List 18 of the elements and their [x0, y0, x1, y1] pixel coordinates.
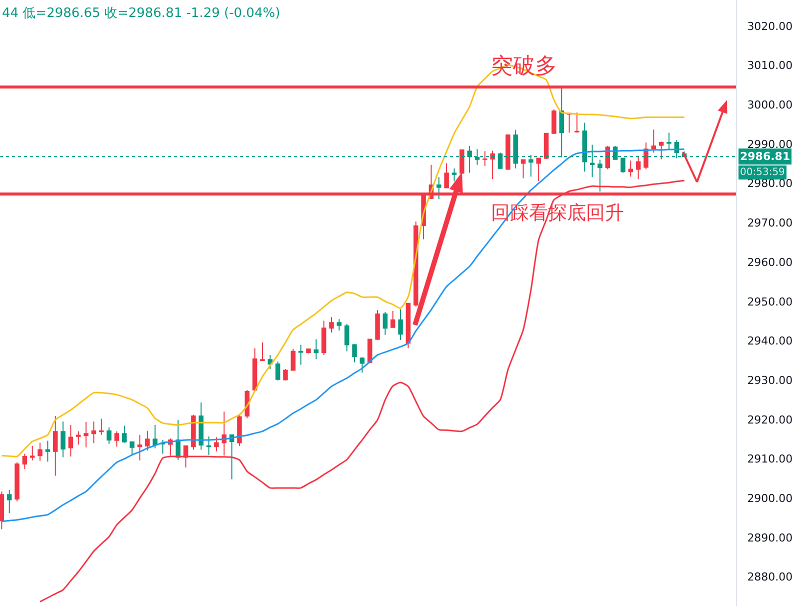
ref-line-label: 2986.81 — [740, 150, 790, 163]
y-tick-label: 2970.00 — [747, 216, 793, 230]
y-tick-label: 2880.00 — [747, 570, 793, 584]
y-tick-label: 3000.00 — [747, 98, 793, 112]
annotation: 44 低=2986.65 收=2986.81 -1.29 (-0.04%) — [2, 6, 280, 21]
y-tick-label: 2930.00 — [747, 374, 793, 387]
y-tick-label: 2910.00 — [747, 452, 793, 466]
y-tick-label: 3010.00 — [747, 59, 793, 72]
y-tick-label: 2920.00 — [747, 413, 793, 426]
y-tick-label: 3020.00 — [747, 20, 793, 33]
y-tick-label: 2990.00 — [747, 138, 793, 151]
ref-line-label: 回踩看探底回升 — [491, 202, 624, 224]
y-tick-label: 2940.00 — [747, 334, 793, 348]
y-tick-label: 2960.00 — [747, 256, 793, 269]
y-tick-label: 2900.00 — [747, 492, 793, 506]
y-tick-label: 2890.00 — [747, 531, 793, 544]
y-tick-label: 2950.00 — [747, 295, 793, 308]
text: 00:53:59 — [740, 167, 785, 178]
